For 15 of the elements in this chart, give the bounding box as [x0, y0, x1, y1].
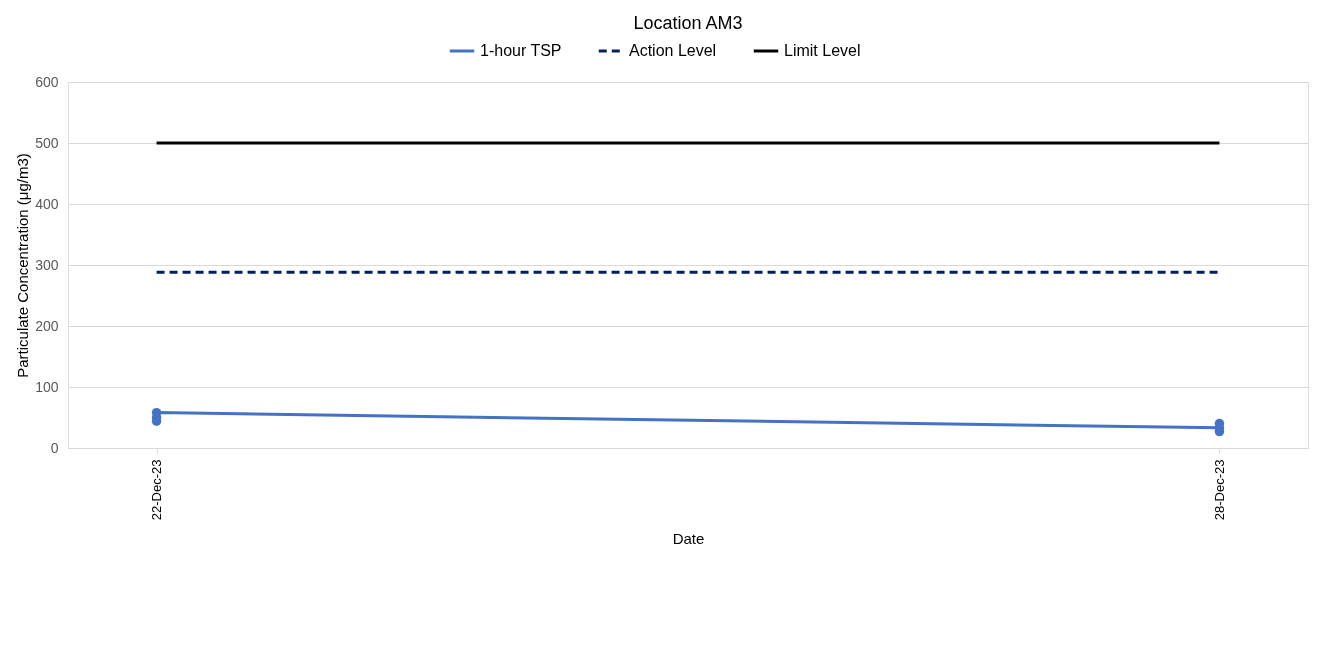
y-tick-label: 100 — [35, 378, 59, 395]
y-axis-title: Particulate Concentration (μg/m3) — [14, 153, 32, 378]
y-tick-label: 600 — [35, 73, 59, 90]
legend-label: 1-hour TSP — [480, 42, 562, 59]
y-tick-label: 0 — [50, 439, 59, 456]
legend-label: Limit Level — [784, 42, 861, 59]
y-tick-label: 200 — [35, 317, 59, 334]
legend-label: Action Level — [629, 42, 717, 59]
x-axis-title: Date — [672, 530, 705, 548]
x-tick-label: 22-Dec-23 — [149, 459, 165, 521]
y-tick-label: 500 — [35, 134, 59, 151]
y-tick-label: 300 — [35, 256, 59, 273]
y-tick-label: 400 — [35, 195, 59, 212]
chart-title: Location AM3 — [633, 13, 743, 33]
x-tick-label: 28-Dec-23 — [1211, 459, 1227, 521]
